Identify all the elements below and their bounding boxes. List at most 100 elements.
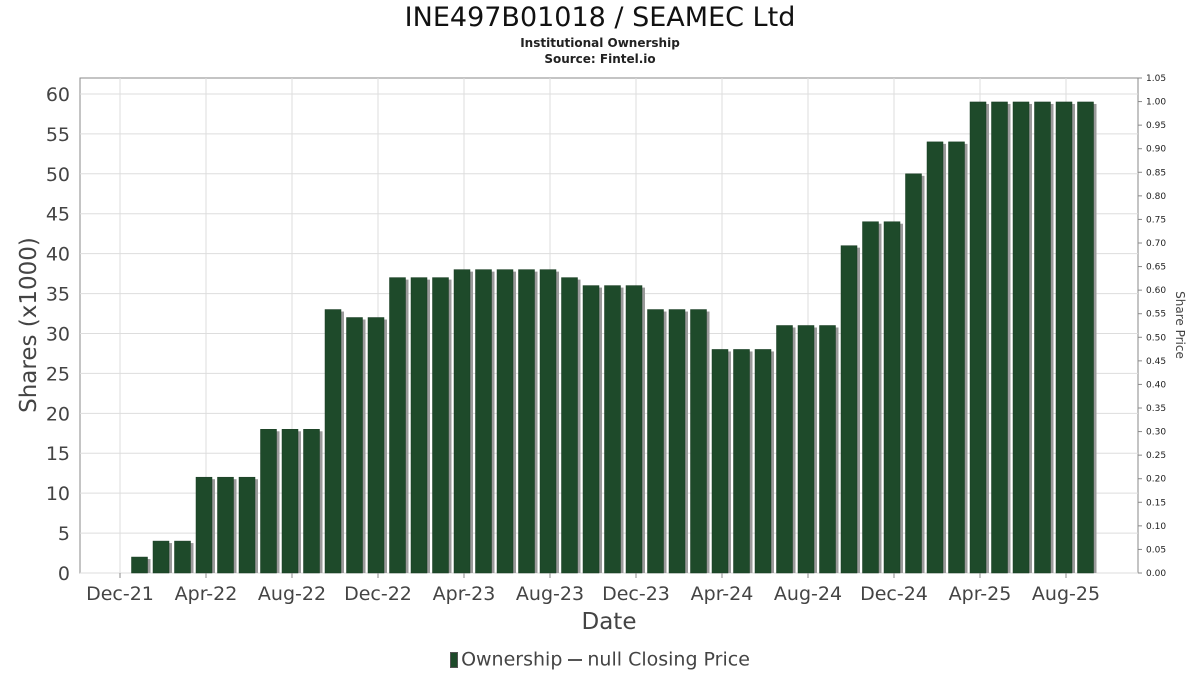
- y-tick-label: 40: [46, 244, 70, 266]
- y2-tick-label: 0.65: [1146, 263, 1166, 273]
- axis-layer: 0 5 10 15 20 25 30 35 40 45 50 55 60 0.00 0.05 0.10 0.15…: [46, 74, 1167, 605]
- y2-tick-label: 0.60: [1146, 286, 1166, 296]
- y-tick-label: 15: [46, 443, 70, 465]
- ownership-legend-swatch: [450, 651, 459, 668]
- ownership-bar: [518, 269, 535, 574]
- y-tick-label: 25: [46, 363, 70, 385]
- y2-tick-label: 0.00: [1146, 569, 1166, 579]
- chart-title: INE497B01018 / SEAMEC Ltd: [404, 2, 796, 33]
- y2-tick-label: 1.00: [1146, 98, 1166, 108]
- ownership-bar: [410, 277, 428, 574]
- x-tick-label: Dec-21: [86, 583, 154, 605]
- ownership-bar: [324, 309, 342, 574]
- ownership-bar: [647, 309, 664, 574]
- ownership-bar: [604, 285, 621, 574]
- y2-tick-label: 0.70: [1146, 239, 1166, 249]
- ownership-bar: [131, 556, 148, 574]
- y2-tick-label: 0.35: [1146, 404, 1166, 414]
- y2-tick-label: 0.95: [1146, 121, 1166, 131]
- y2-tick-label: 0.10: [1146, 522, 1166, 532]
- y2-tick-label: 0.30: [1146, 428, 1166, 438]
- y2-tick-label: 0.05: [1146, 545, 1166, 555]
- y-axis-label: Shares (x1000): [16, 237, 42, 413]
- y-tick-label: 60: [46, 84, 70, 106]
- y2-tick-label: 0.50: [1146, 333, 1166, 343]
- ownership-bar: [238, 476, 256, 574]
- y2-tick-label: 1.05: [1146, 74, 1166, 84]
- x-tick-label: Aug-23: [516, 583, 584, 605]
- ownership-bar: [862, 221, 879, 574]
- y-tick-label: 10: [46, 483, 70, 505]
- chart-subtitle: Institutional Ownership: [520, 36, 680, 50]
- ownership-bar: [389, 277, 406, 574]
- y2-tick-label: 0.40: [1146, 380, 1166, 390]
- ownership-bar: [905, 173, 922, 574]
- y2-tick-label: 0.80: [1146, 192, 1166, 202]
- ownership-bar: [797, 325, 815, 574]
- ownership-bar: [948, 141, 965, 574]
- ownership-legend-label: Ownership: [461, 648, 563, 671]
- ownership-bar: [819, 325, 836, 574]
- ownership-bar: [346, 317, 363, 574]
- ownership-bar: [260, 429, 277, 574]
- bar-layer: [131, 101, 1097, 574]
- ownership-bar: [711, 349, 729, 574]
- y2-tick-label: 0.75: [1146, 215, 1166, 225]
- x-tick-label: Apr-24: [691, 583, 754, 605]
- ownership-bar: [926, 141, 944, 574]
- ownership-bar: [1034, 101, 1051, 574]
- ownership-bar: [969, 101, 987, 574]
- x-tick-label: Dec-23: [602, 583, 670, 605]
- ownership-bar: [432, 277, 449, 574]
- y2-tick-label: 0.15: [1146, 498, 1166, 508]
- y-tick-label: 30: [46, 323, 70, 345]
- ownership-bar: [217, 476, 234, 574]
- ownership-bar: [281, 429, 299, 574]
- ownership-bar: [1012, 101, 1030, 574]
- ownership-bar: [475, 269, 492, 574]
- ownership-bar: [883, 221, 901, 574]
- ownership-bar: [840, 245, 858, 574]
- x-tick-label: Aug-24: [774, 583, 842, 605]
- y2-axis-label: Share Price: [1173, 291, 1187, 359]
- y-tick-label: 45: [46, 204, 70, 226]
- ownership-bar: [195, 476, 213, 574]
- ownership-bar: [367, 317, 385, 574]
- ownership-bar: [453, 269, 471, 574]
- x-tick-label: Apr-25: [949, 583, 1012, 605]
- y-tick-label: 20: [46, 403, 70, 425]
- ownership-bar: [668, 309, 686, 574]
- x-tick-label: Dec-24: [860, 583, 928, 605]
- x-tick-label: Apr-22: [175, 583, 238, 605]
- ownership-bar: [496, 269, 514, 574]
- y-tick-label: 35: [46, 284, 70, 306]
- price-legend-line: [568, 658, 583, 661]
- y-tick-label: 50: [46, 164, 70, 186]
- ownership-bar: [561, 277, 578, 574]
- ownership-bar: [733, 349, 750, 574]
- price-legend-label: null Closing Price: [587, 648, 750, 671]
- x-tick-label: Aug-25: [1032, 583, 1100, 605]
- y2-tick-label: 0.85: [1146, 168, 1166, 178]
- y-tick-label: 55: [46, 124, 70, 146]
- chart-legend: Ownership null Closing Price: [0, 648, 1200, 671]
- y2-tick-label: 0.20: [1146, 475, 1166, 485]
- ownership-bar: [1055, 101, 1073, 574]
- ownership-bar: [625, 285, 643, 574]
- ownership-bar: [991, 101, 1008, 574]
- y-tick-label: 5: [58, 523, 70, 545]
- ownership-bar: [690, 309, 707, 574]
- ownership-bar: [152, 540, 170, 574]
- x-tick-label: Dec-22: [344, 583, 412, 605]
- ownership-bar: [539, 269, 557, 574]
- ownership-bar: [1077, 101, 1094, 574]
- y2-tick-label: 0.55: [1146, 310, 1166, 320]
- chart-source: Source: Fintel.io: [544, 52, 656, 66]
- ownership-bar: [174, 540, 191, 574]
- ownership-bar: [303, 429, 320, 574]
- ownership-bar: [582, 285, 600, 574]
- y2-tick-label: 0.25: [1146, 451, 1166, 461]
- ownership-bar: [776, 325, 793, 574]
- ownership-bar: [754, 349, 772, 574]
